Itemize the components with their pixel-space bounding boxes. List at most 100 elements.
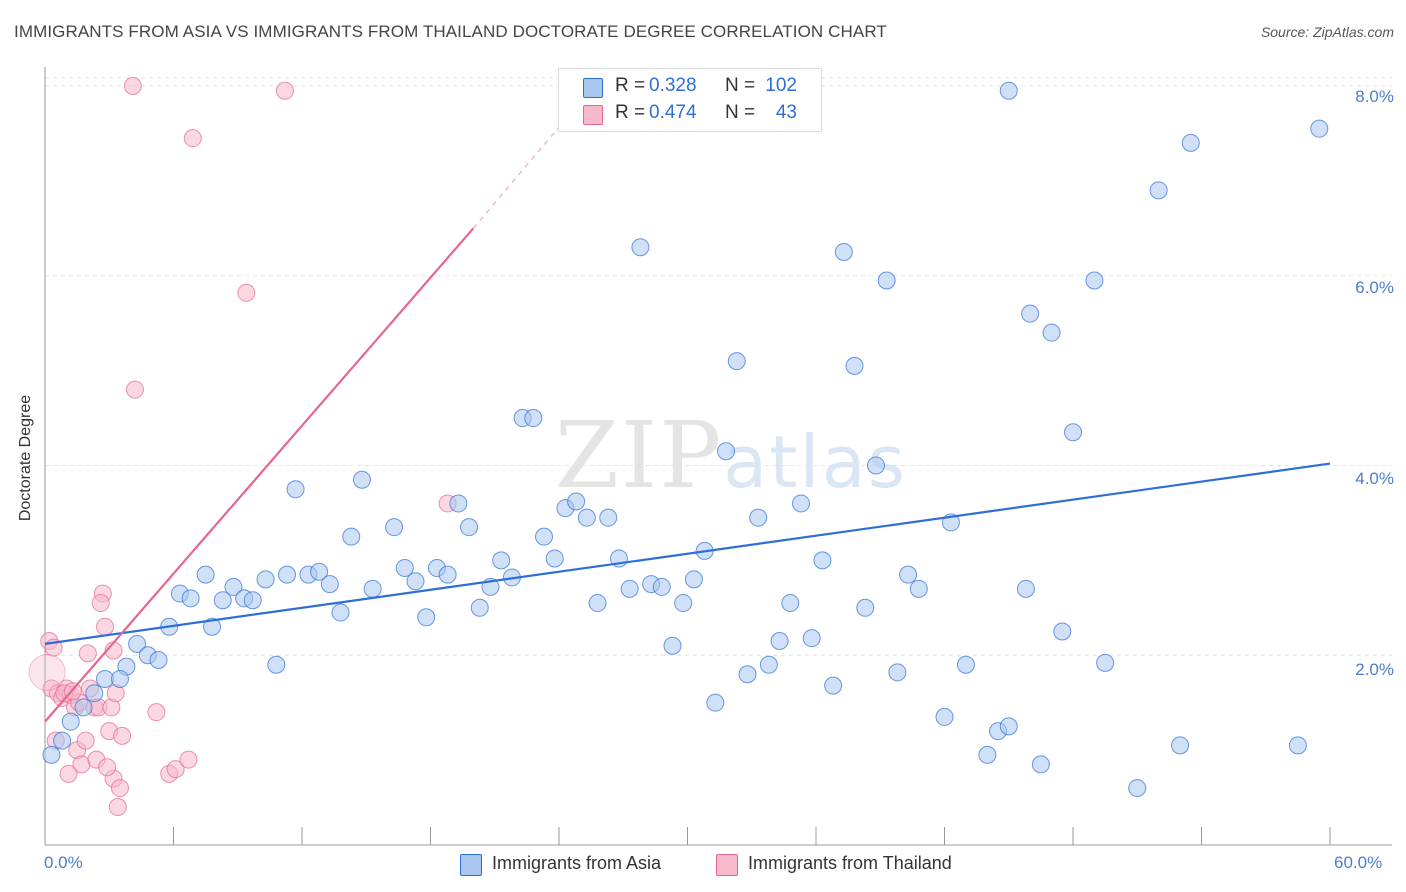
asia-point-93: [1085, 271, 1104, 290]
asia-point-84: [978, 745, 997, 764]
asia-point-80: [909, 579, 928, 598]
asia-point-71: [813, 551, 832, 570]
thailand-point-17: [91, 594, 110, 613]
asia-point-2: [61, 712, 80, 731]
asia-point-91: [1053, 622, 1072, 641]
legend-asia-label: Immigrants from Asia: [492, 853, 662, 873]
asia-point-50: [588, 594, 607, 613]
y-tick-2: 2.0%: [1355, 660, 1394, 679]
asia-point-78: [888, 663, 907, 682]
asia-point-59: [684, 570, 703, 589]
asia-point-1: [53, 731, 72, 750]
thailand-trend-extension: [472, 114, 571, 229]
asia-point-0: [42, 745, 61, 764]
asia-point-13: [181, 589, 200, 608]
asia-point-39: [470, 598, 489, 617]
asia-point-49: [577, 508, 596, 527]
y-tick-6: 6.0%: [1355, 278, 1394, 297]
asia-point-45: [535, 527, 554, 546]
thailand-point-36: [275, 81, 294, 100]
asia-point-20: [256, 570, 275, 589]
asia-n-value: 102: [765, 75, 797, 96]
asia-point-14: [196, 565, 215, 584]
asia-point-97: [1181, 133, 1200, 152]
asia-point-21: [267, 655, 286, 674]
legend-thailand-label: Immigrants from Thailand: [748, 853, 952, 873]
asia-point-27: [331, 603, 350, 622]
asia-n-label: N =: [725, 75, 756, 96]
asia-point-36: [438, 565, 457, 584]
asia-point-25: [310, 562, 329, 581]
asia-point-63: [727, 352, 746, 371]
asia-point-54: [631, 238, 650, 257]
asia-point-56: [652, 577, 671, 596]
asia-point-72: [824, 676, 843, 695]
asia-point-76: [866, 456, 885, 475]
asia-point-77: [877, 271, 896, 290]
asia-point-99: [1310, 119, 1329, 138]
asia-point-81: [935, 707, 954, 726]
asia-point-33: [406, 572, 425, 591]
source-label: Source: ZipAtlas.com: [1260, 24, 1394, 40]
asia-point-4: [85, 684, 104, 703]
asia-point-48: [567, 492, 586, 511]
thailand-point-11: [76, 731, 95, 750]
y-tick-4: 4.0%: [1355, 469, 1394, 488]
asia-trend-line: [44, 462, 1331, 645]
asia-point-46: [545, 549, 564, 568]
asia-swatch: [583, 78, 603, 98]
asia-point-61: [706, 693, 725, 712]
asia-point-73: [834, 243, 853, 262]
asia-point-79: [899, 565, 918, 584]
asia-point-15: [203, 617, 222, 636]
asia-point-88: [1021, 304, 1040, 323]
asia-r-value: 0.328: [649, 75, 697, 96]
asia-point-100: [999, 81, 1018, 100]
thailand-cluster-point: [28, 653, 66, 691]
asia-point-66: [759, 655, 778, 674]
asia-point-64: [738, 665, 757, 684]
correlation-stats-box: R = 0.328 N = 102 R = 0.474 N = 43: [558, 68, 822, 132]
thailand-point-33: [179, 750, 198, 769]
asia-point-32: [395, 558, 414, 577]
asia-point-29: [352, 470, 371, 489]
asia-point-38: [460, 518, 479, 537]
asia-point-58: [674, 594, 693, 613]
asia-point-70: [802, 629, 821, 648]
thailand-point-27: [98, 758, 117, 777]
asia-point-3: [74, 698, 93, 717]
asia-point-57: [663, 636, 682, 655]
x-tick-min: 0.0%: [44, 853, 83, 872]
y-tick-8: 8.0%: [1355, 87, 1394, 106]
asia-point-16: [213, 591, 232, 610]
asia-point-65: [749, 508, 768, 527]
asia-point-17: [224, 577, 243, 596]
legend-thailand-swatch: [716, 854, 738, 876]
legend-asia-swatch: [460, 854, 482, 876]
thailand-point-41: [78, 644, 97, 663]
stats-row-thailand: R = 0.474 N = 43: [559, 102, 821, 130]
asia-point-83: [956, 655, 975, 674]
asia-point-19: [243, 591, 262, 610]
thailand-r-value: 0.474: [649, 102, 697, 123]
asia-point-53: [620, 579, 639, 598]
legend: Immigrants from Asia Immigrants from Tha…: [0, 852, 1406, 878]
watermark-zip: ZIP: [555, 402, 724, 509]
asia-point-96: [1171, 736, 1190, 755]
thailand-point-18: [95, 617, 114, 636]
thailand-point-34: [183, 129, 202, 148]
thailand-point-24: [113, 726, 132, 745]
thailand-n-label: N =: [725, 102, 756, 123]
asia-point-26: [320, 575, 339, 594]
asia-point-51: [599, 508, 618, 527]
asia-point-74: [845, 356, 864, 375]
asia-point-67: [770, 632, 789, 651]
asia-point-22: [278, 565, 297, 584]
asia-point-94: [1128, 779, 1147, 798]
thailand-swatch: [583, 105, 603, 125]
asia-point-101: [1096, 653, 1115, 672]
thailand-point-26: [108, 798, 127, 817]
thailand-trend-line: [44, 227, 475, 723]
asia-point-37: [449, 494, 468, 513]
